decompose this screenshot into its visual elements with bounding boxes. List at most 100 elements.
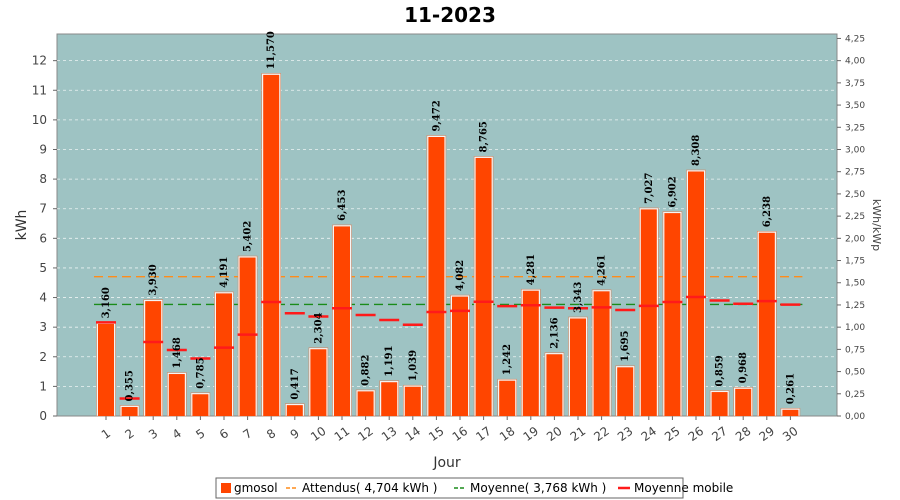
bar [145,301,162,416]
y-right-tick-label: 4,25 [845,34,865,44]
legend-box [215,477,684,499]
data-label: 4,261 [597,254,608,285]
legend-label: Moyenne mobile [634,481,733,495]
x-tick-label: 21 [568,424,589,444]
y-right-tick-label: 2,00 [845,234,865,244]
bar [664,213,681,416]
y-tick-label: 1 [39,379,47,393]
bar [640,209,657,416]
data-label: 1,695 [620,330,631,361]
bar [428,137,445,416]
y-axis-right-label: kWh/kWp [870,199,883,251]
bar [263,74,280,417]
x-tick-label: 14 [403,424,424,444]
bar [546,354,563,416]
legend-swatch [221,483,231,493]
y-right-tick-label: 3,25 [845,123,865,133]
x-tick-label: 3 [146,426,160,442]
bar [192,394,209,416]
y-tick-label: 4 [39,291,47,305]
x-tick-label: 17 [473,424,494,444]
reference-lines [94,276,803,306]
bar [688,171,704,416]
bar [310,349,327,416]
data-label: 0,355 [125,370,136,401]
y-tick-label: 10 [32,113,47,127]
data-label: 4,191 [219,257,230,288]
data-label: 0,882 [361,355,372,386]
y-right-tick-label: 2,75 [845,168,865,178]
x-tick-label: 7 [240,426,254,442]
bar [357,391,374,416]
bar-series [96,73,801,417]
data-label: 2,136 [549,317,560,348]
x-tick-label: 24 [639,424,660,444]
data-label: 9,472 [431,100,442,131]
x-tick-label: 20 [544,424,565,444]
y-right-tick-label: 1,75 [845,257,865,267]
bar [239,257,256,416]
x-tick-label: 30 [780,424,801,444]
y-tick-label: 3 [39,320,47,334]
y-right-tick-label: 4,00 [845,57,865,67]
data-label: 3,930 [148,264,159,295]
data-label: 2,304 [313,312,324,343]
bar [286,405,303,416]
data-label: 8,308 [691,135,702,166]
y-tick-label: 5 [39,261,47,275]
y-tick-label: 0 [39,409,47,423]
data-label: 1,242 [502,344,513,375]
y-right-tick-label: 1,50 [845,279,865,289]
legend-label: gmosol [234,481,278,495]
data-label: 0,417 [290,368,301,399]
data-label: 7,027 [644,173,655,204]
data-label: 0,261 [785,373,796,404]
data-label: 1,191 [384,345,395,376]
bar [593,291,610,416]
x-tick-label: 15 [426,424,447,444]
y-right-tick-label: 1,25 [845,301,865,311]
x-tick-label: 19 [521,424,542,444]
data-label: 1,468 [172,337,183,368]
data-label: 11,570 [266,31,277,69]
bar [758,232,775,416]
bar [98,323,114,416]
x-tick-label: 6 [217,426,231,442]
bar [381,382,398,416]
x-tick-label: 1 [99,426,113,442]
bar [735,388,752,416]
x-tick-label: 23 [615,424,636,444]
legend-label: Moyenne( 3,768 kWh ) [470,481,606,495]
y-tick-label: 9 [39,142,47,156]
bar [570,318,586,416]
data-label: 0,859 [715,355,726,386]
x-tick-label: 26 [686,424,707,444]
data-label: 0,968 [738,352,749,383]
y-tick-label: 12 [32,54,47,68]
gridlines [57,60,837,387]
bar [121,406,138,416]
data-label: 3,160 [101,287,112,318]
x-axis: 1 2 3 4 5 6 7 8 9 10 11 12 13 14 15 16 17 18 19 20 21 22 23 24 2… [99,416,801,444]
x-tick-label: 8 [264,426,278,442]
x-axis-label: Jour [432,455,461,471]
x-tick-label: 13 [379,424,400,444]
y-tick-label: 8 [39,172,47,186]
bar [522,290,539,416]
bar [168,374,185,416]
data-label: 0,785 [195,357,206,388]
legend-label: Attendus( 4,704 kWh ) [302,481,437,495]
data-label: 5,402 [243,221,254,252]
x-tick-label: 22 [591,424,612,444]
bar [711,392,728,416]
y-tick-label: 7 [39,202,47,216]
bar [475,157,492,417]
y-right-tick-label: 0,50 [845,368,865,378]
y-axis-label: kWh [14,210,30,241]
x-tick-label: 2 [122,426,136,442]
x-tick-label: 12 [355,424,376,444]
data-label: 4,281 [526,254,537,285]
bar [452,296,468,416]
